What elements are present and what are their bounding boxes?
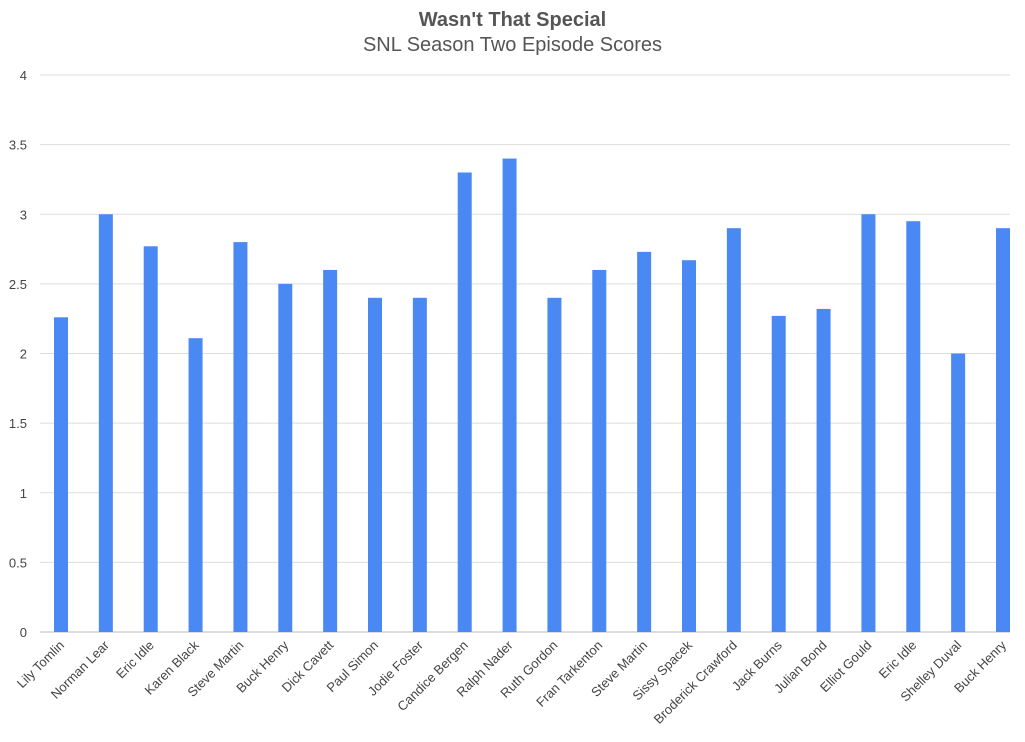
bar[interactable] — [592, 269, 607, 632]
bar[interactable] — [368, 297, 382, 632]
chart-title: Wasn't That Special — [418, 9, 607, 31]
bar[interactable] — [54, 317, 68, 632]
bar[interactable] — [996, 228, 1010, 633]
bar[interactable] — [951, 353, 966, 633]
y-tick-label: 3 — [20, 207, 27, 222]
bar[interactable] — [412, 297, 427, 632]
bar[interactable] — [771, 315, 786, 632]
y-tick-label: 1 — [20, 486, 27, 501]
bar[interactable] — [861, 214, 876, 632]
bar[interactable] — [233, 242, 248, 632]
x-tick-label: Eric Idle — [113, 638, 157, 682]
bar[interactable] — [816, 308, 831, 632]
bar[interactable] — [457, 172, 472, 632]
x-tick-label: Eric Idle — [876, 638, 920, 682]
bar[interactable] — [637, 251, 652, 632]
y-tick-label: 0 — [20, 625, 27, 640]
y-tick-label: 1.5 — [9, 416, 27, 431]
y-tick-label: 0.5 — [9, 555, 27, 570]
y-tick-label: 4 — [20, 68, 27, 83]
bar[interactable] — [188, 338, 203, 632]
y-tick-label: 2.5 — [9, 277, 27, 292]
bar[interactable] — [143, 246, 158, 632]
chart-subtitle: SNL Season Two Episode Scores — [362, 34, 663, 56]
bar[interactable] — [98, 214, 113, 632]
bar[interactable] — [278, 283, 293, 632]
bar[interactable] — [906, 221, 921, 632]
bar[interactable] — [726, 228, 741, 633]
bar[interactable] — [682, 260, 696, 632]
bar[interactable] — [547, 297, 562, 632]
bar[interactable] — [323, 269, 338, 632]
y-tick-label: 3.5 — [9, 138, 27, 153]
bar[interactable] — [502, 158, 517, 633]
y-tick-label: 2 — [20, 347, 27, 362]
x-tick-label: Broderick Crawford — [651, 638, 740, 727]
